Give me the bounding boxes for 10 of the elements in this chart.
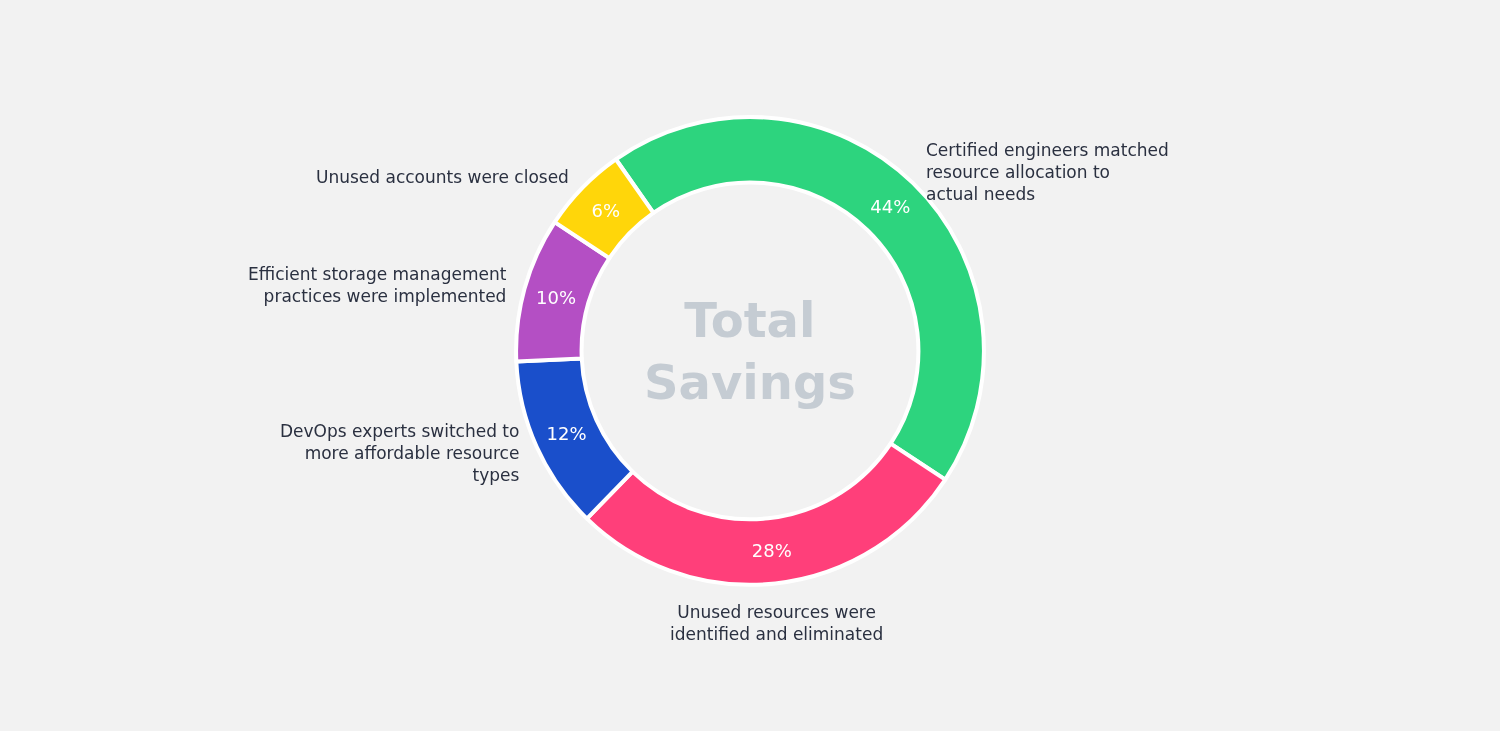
data-label: 6% [591,200,621,222]
data-label: 28% [751,540,792,562]
data-label: 10% [536,286,577,308]
data-label: 44% [870,196,911,218]
slice-label: Unused resources were identified and eliminated [670,602,884,645]
slice-label: Certified engineers matched resource allocation to actual needs [926,140,1169,205]
slice-label: DevOps experts switched to more affordable resource types [280,421,520,486]
slice-label: Unused accounts were closed [316,167,569,187]
data-label: 12% [546,422,587,444]
slice-label: Efficient storage management practices were implemented [248,264,507,307]
